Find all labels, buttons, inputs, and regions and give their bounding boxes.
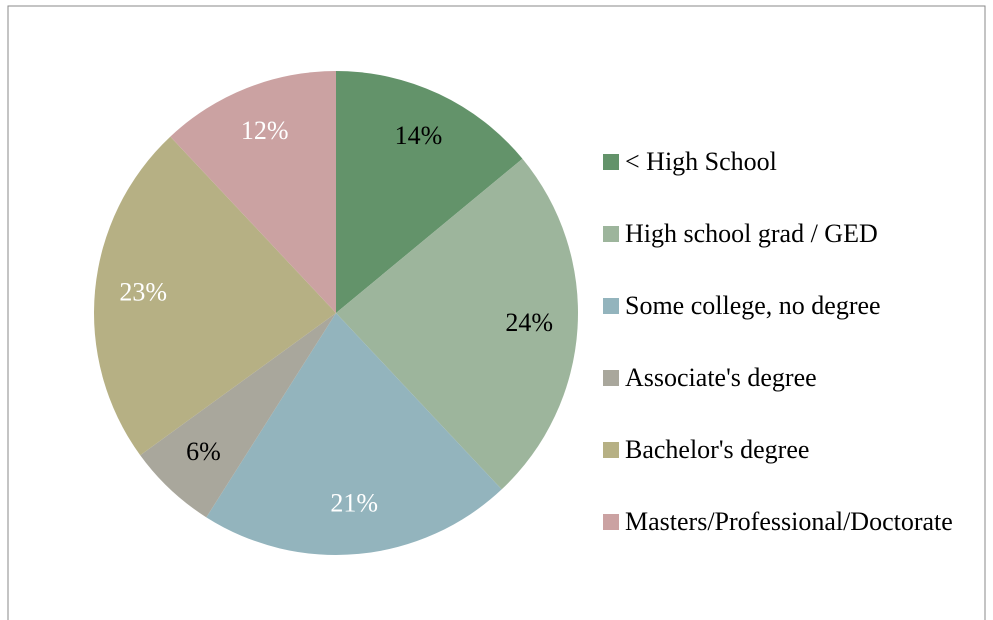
data-label: 14% <box>395 121 443 150</box>
frame <box>7 5 986 620</box>
legend-label: Bachelor's degree <box>625 435 810 464</box>
data-label: 24% <box>505 308 553 337</box>
data-label: 23% <box>119 278 167 307</box>
legend: < High School High school grad / GED Some … <box>603 142 963 574</box>
data-label: 6% <box>186 437 221 466</box>
data-label: 21% <box>330 489 378 518</box>
legend-swatch <box>603 298 619 314</box>
pie-slice <box>336 71 523 313</box>
legend-swatch <box>603 514 619 530</box>
pie-slice <box>140 313 336 518</box>
legend-swatch <box>603 154 619 170</box>
data-label: 12% <box>241 116 289 145</box>
legend-label: High school grad / GED <box>625 219 878 248</box>
legend-label: < High School <box>625 147 777 176</box>
legend-label: Masters/Professional/Doctorate <box>625 507 953 536</box>
pie-slice <box>206 313 502 555</box>
pie-slice <box>336 158 578 490</box>
legend-swatch <box>603 442 619 458</box>
legend-item: High school grad / GED <box>603 214 963 286</box>
legend-item: Bachelor's degree <box>603 430 963 502</box>
legend-swatch <box>603 370 619 386</box>
legend-item: Masters/Professional/Doctorate <box>603 502 963 574</box>
legend-label: Some college, no degree <box>625 291 881 320</box>
legend-label: Associate's degree <box>625 363 817 392</box>
pie-slice <box>170 71 336 313</box>
pie-slice <box>93 136 336 456</box>
legend-swatch <box>603 226 619 242</box>
legend-item: Some college, no degree <box>603 286 963 358</box>
legend-item: Associate's degree <box>603 358 963 430</box>
legend-item: < High School <box>603 142 963 214</box>
